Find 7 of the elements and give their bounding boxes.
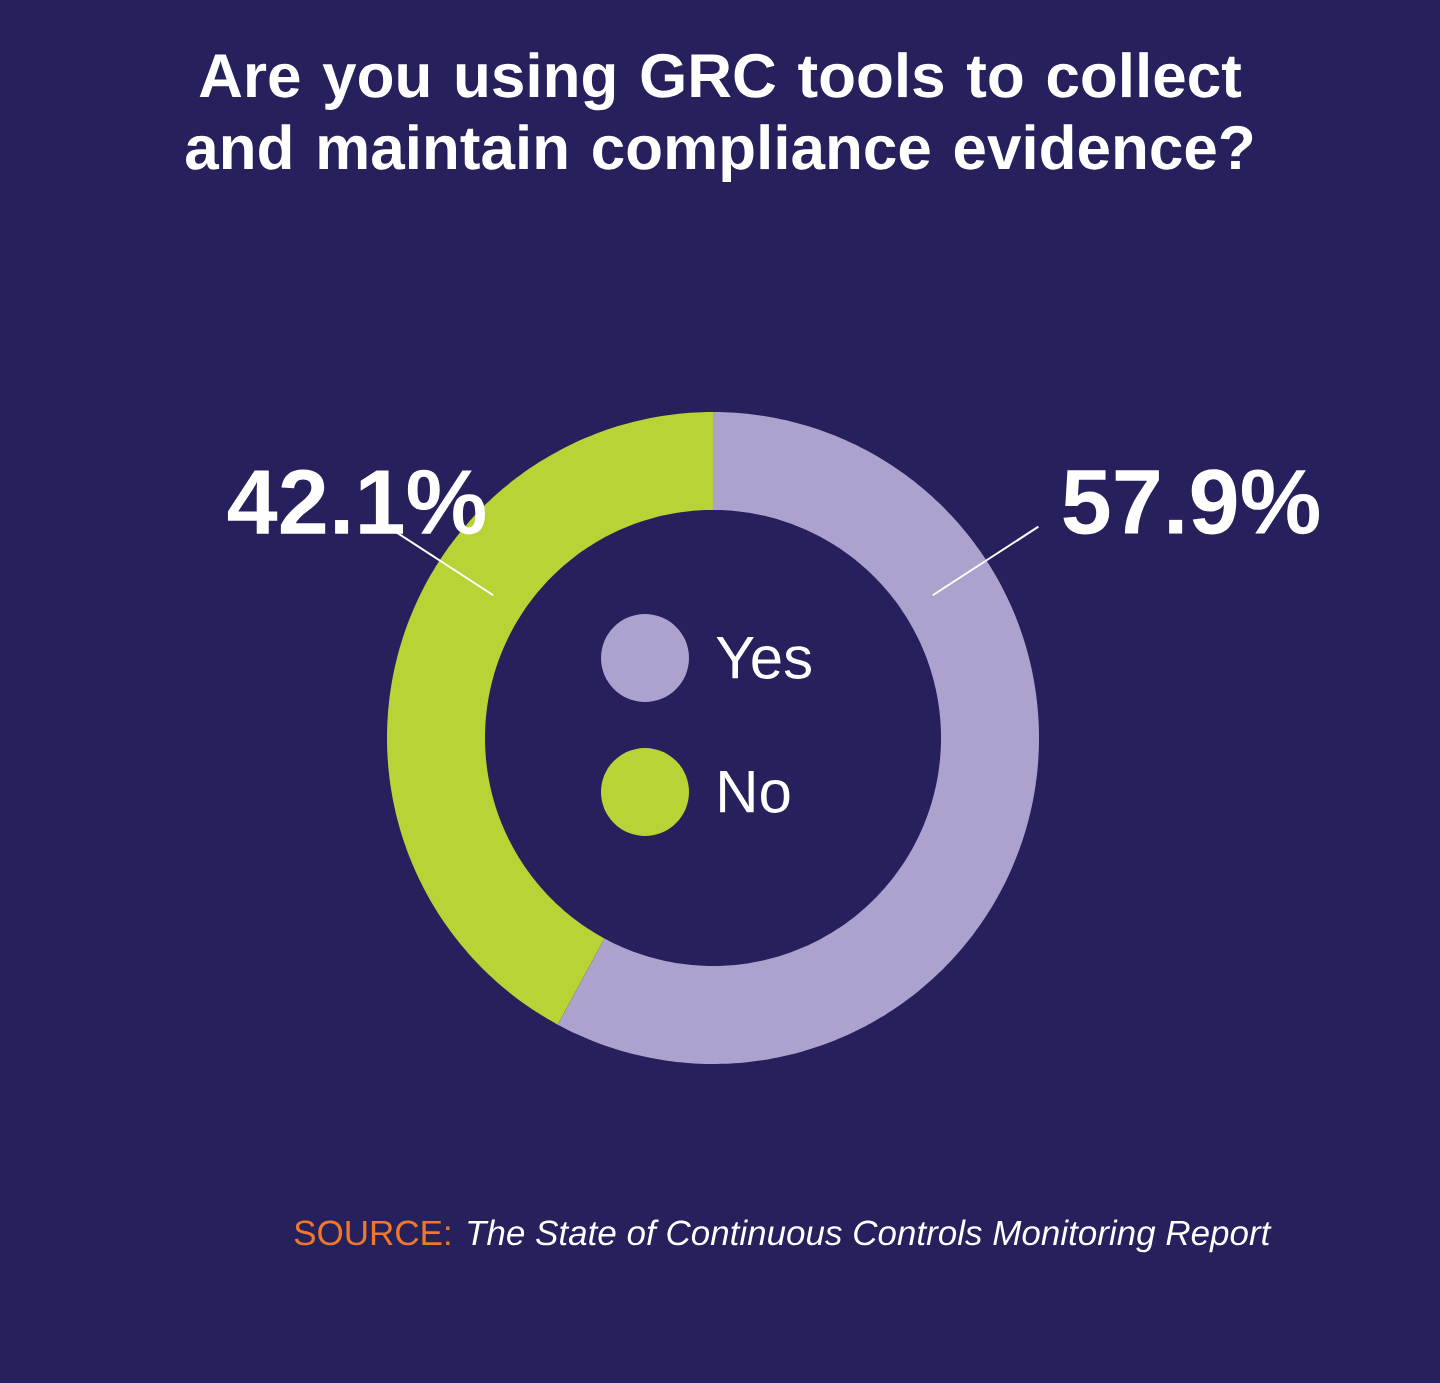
data-label: 42.1% <box>227 469 485 535</box>
data-label: 57.9% <box>1063 469 1320 535</box>
legend-label: No <box>720 771 790 813</box>
text: The State of Continuous Controls Monitoring Report <box>468 1219 1272 1253</box>
chart-title: Are you using GRC tools to collect and maintain compliance evidence? <box>186 52 1253 182</box>
legend-label: Yes <box>716 637 811 679</box>
source-note: SOURCE: <box>294 1220 450 1246</box>
